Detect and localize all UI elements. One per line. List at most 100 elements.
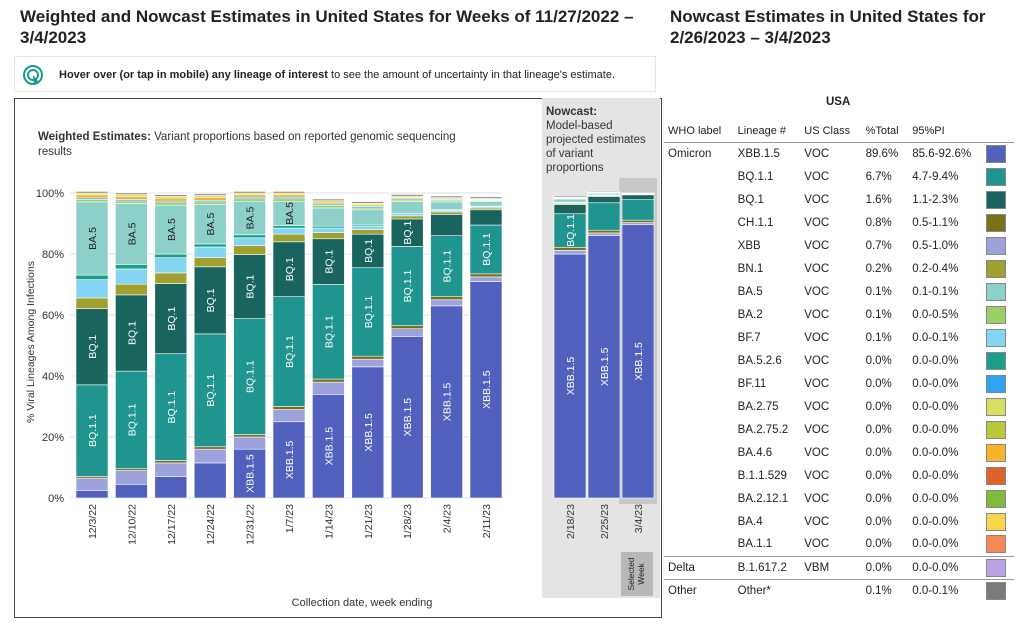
bar-segment[interactable] [115,200,148,204]
bar-segment[interactable] [154,257,188,274]
bar-segment[interactable] [154,476,188,499]
bar-segment[interactable] [272,241,306,298]
bar-segment[interactable] [115,192,148,195]
bar-segment[interactable] [193,201,227,205]
bar-segment[interactable] [154,272,188,284]
bar-segment[interactable] [469,209,503,226]
bar-segment[interactable] [233,254,266,319]
bar-segment[interactable] [233,194,266,198]
bar-segment[interactable] [272,227,306,235]
bar-segment[interactable] [272,409,306,423]
bar-segment[interactable] [154,283,188,355]
bar-segment[interactable] [193,196,227,201]
bar-segment[interactable] [312,238,345,285]
bar-segment[interactable] [272,296,306,407]
bar-segment[interactable] [193,462,227,499]
table-row[interactable]: BA.4.6 VOC 0.0% 0.0-0.0% [664,441,1014,464]
bar-segment[interactable] [272,225,306,229]
table-row[interactable]: B.1.1.529 VOC 0.0% 0.0-0.0% [664,464,1014,487]
bar-segment[interactable] [351,226,385,230]
bar-segment[interactable] [193,333,227,448]
bar-segment[interactable] [469,196,503,199]
bar-segment[interactable] [587,202,621,231]
bar-segment[interactable] [312,232,345,240]
bar-segment[interactable] [154,204,188,255]
bar-segment[interactable] [115,283,148,296]
table-row[interactable]: BF.11 VOC 0.0% 0.0-0.0% [664,372,1014,395]
table-row[interactable]: BF.7 VOC 0.1% 0.0-0.1% [664,326,1014,349]
bar-segment[interactable] [390,336,424,499]
bar-segment[interactable] [233,200,266,236]
bar-segment[interactable] [115,268,148,285]
bar-segment[interactable] [193,246,227,258]
bar-segment[interactable] [75,384,109,477]
bar-segment[interactable] [621,219,655,223]
bar-segment[interactable] [272,194,306,198]
bar-segment[interactable] [193,257,227,268]
bar-segment[interactable] [233,198,266,202]
bar-segment[interactable] [469,276,503,282]
bar-segment[interactable] [351,201,385,204]
bar-segment[interactable] [351,355,385,360]
bar-segment[interactable] [75,201,109,276]
bar-segment[interactable] [351,358,385,368]
bar-segment[interactable] [390,325,424,330]
bar-segment[interactable] [233,191,266,194]
bar-segment[interactable] [390,218,424,247]
bar-segment[interactable] [75,308,109,386]
table-row[interactable]: BA.2.75 VOC 0.0% 0.0-0.0% [664,395,1014,418]
bar-segment[interactable] [553,198,587,203]
bar-segment[interactable] [351,233,385,269]
table-row[interactable]: BA.1.1 VOC 0.0% 0.0-0.0% [664,533,1014,556]
bar-segment[interactable] [75,279,109,299]
bar-segment[interactable] [430,299,463,307]
bar-segment[interactable] [390,246,424,326]
bar-segment[interactable] [553,213,587,248]
table-row[interactable]: BA.2.12.1 VOC 0.0% 0.0-0.0% [664,487,1014,510]
bar-segment[interactable] [390,328,424,337]
table-row[interactable]: BA.5.2.6 VOC 0.0% 0.0-0.0% [664,349,1014,372]
bar-segment[interactable] [154,462,188,477]
bar-segment[interactable] [233,436,266,450]
table-row[interactable]: BQ.1 VOC 1.6% 1.1-2.3% [664,188,1014,211]
bar-segment[interactable] [390,201,424,213]
bar-segment[interactable] [115,264,148,270]
bar-segment[interactable] [312,284,345,380]
bar-segment[interactable] [154,253,188,258]
bar-segment[interactable] [390,215,424,220]
bar-segment[interactable] [587,235,621,499]
bar-segment[interactable] [233,245,266,255]
table-row[interactable]: BA.2 VOC 0.1% 0.0-0.5% [664,303,1014,326]
bar-segment[interactable] [193,203,227,245]
bar-segment[interactable] [430,195,463,198]
bar-segment[interactable] [75,477,109,491]
bar-segment[interactable] [430,211,463,215]
bar-segment[interactable] [154,202,188,206]
bar-segment[interactable] [469,281,503,499]
bar-segment[interactable] [430,201,463,210]
bar-segment[interactable] [587,232,621,237]
bar-segment[interactable] [272,233,306,243]
bar-segment[interactable] [469,224,503,275]
bar-segment[interactable] [390,194,424,197]
bar-segment[interactable] [233,237,266,246]
table-row[interactable]: XBB VOC 0.7% 0.5-1.0% [664,234,1014,257]
table-row[interactable]: Omicron XBB.1.5 VOC 89.6% 85.6-92.6% [664,141,1014,165]
bar-segment[interactable] [154,197,188,202]
bar-segment[interactable] [312,198,345,201]
bar-segment[interactable] [193,193,227,196]
bar-segment[interactable] [312,207,345,227]
bar-segment[interactable] [115,483,148,499]
bar-segment[interactable] [587,196,621,204]
bar-segment[interactable] [553,204,587,215]
bar-segment[interactable] [587,229,621,234]
bar-segment[interactable] [193,448,227,464]
bar-segment[interactable] [553,250,587,255]
bar-segment[interactable] [430,305,463,499]
bar-segment[interactable] [115,370,148,470]
table-row[interactable]: BA.4 VOC 0.0% 0.0-0.0% [664,510,1014,533]
bar-segment[interactable] [115,196,148,200]
table-row[interactable]: BQ.1.1 VOC 6.7% 4.7-9.4% [664,165,1014,188]
bar-segment[interactable] [312,378,345,383]
bar-segment[interactable] [233,318,266,435]
